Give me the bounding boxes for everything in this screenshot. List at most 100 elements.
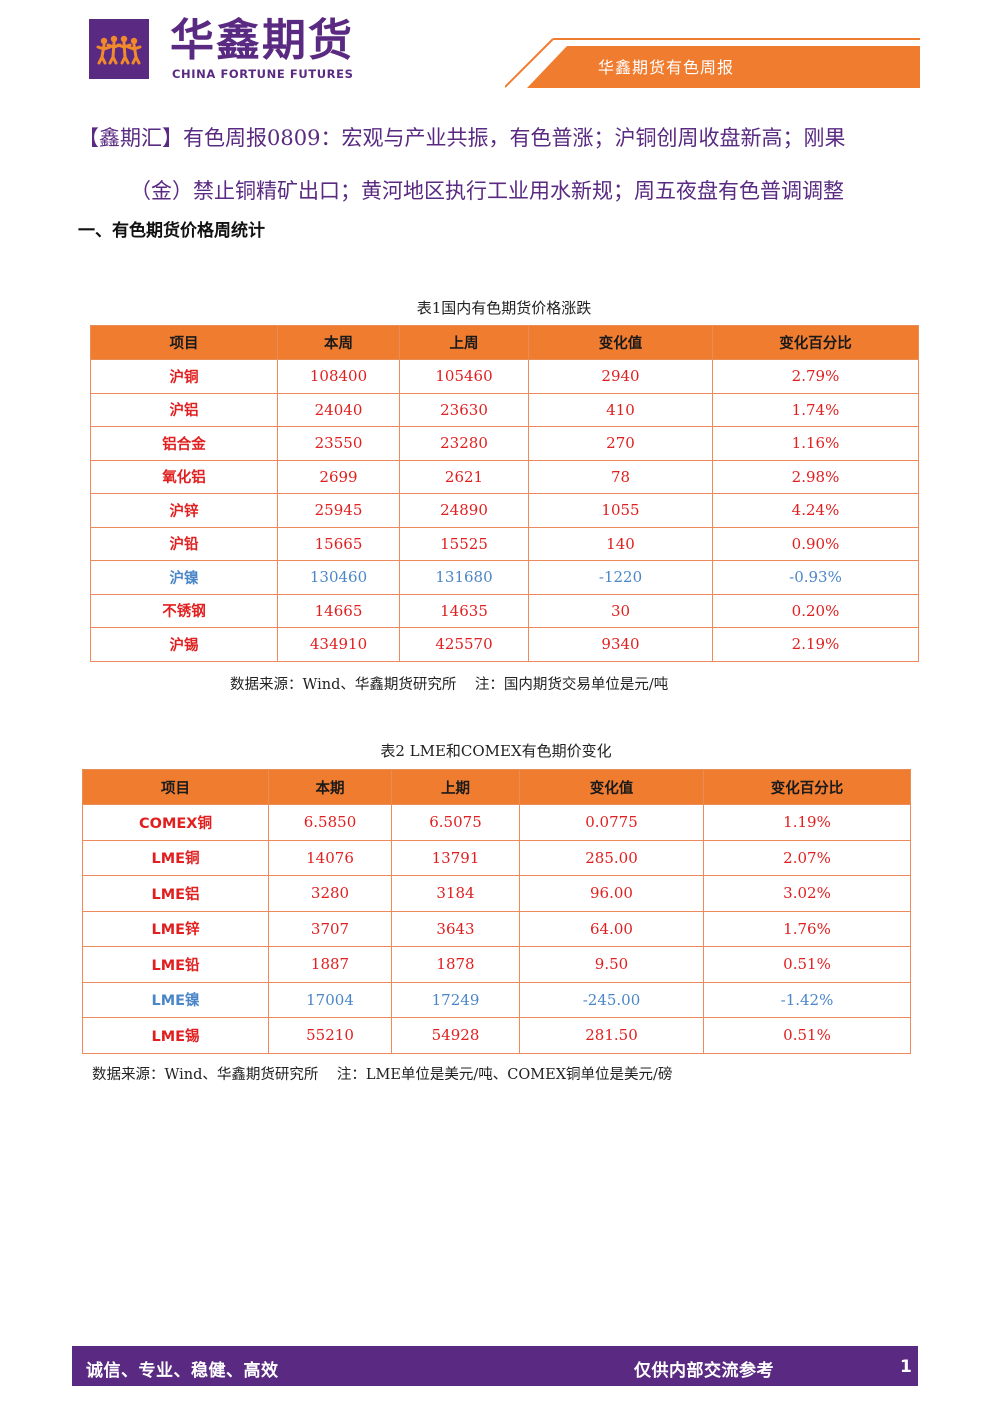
cell-chg: 64.00 bbox=[519, 910, 704, 947]
cell-cur: 3707 bbox=[268, 910, 392, 947]
cell-chg: 1055 bbox=[528, 493, 713, 528]
domestic-futures-table: 项目 本周 上周 变化值 变化百分比 沪铜 108400 105460 2940 2.79% 沪铝… bbox=[90, 325, 919, 662]
report-series-title: 华鑫期货有色周报 bbox=[598, 58, 735, 77]
cell-cur: 6.5850 bbox=[268, 804, 392, 841]
cell-prev: 3184 bbox=[391, 875, 520, 912]
cell-pct: -0.93% bbox=[712, 560, 919, 595]
cell-cur: 14665 bbox=[277, 593, 400, 628]
cell-pct: 0.90% bbox=[712, 526, 919, 561]
cell-prev: 2621 bbox=[399, 459, 529, 494]
section-title: 一、有色期货价格周统计 bbox=[78, 221, 265, 241]
row-label: COMEX铜 bbox=[82, 804, 269, 841]
row-label: LME铝 bbox=[82, 875, 269, 912]
brand-name-en: CHINA FORTUNE FUTURES bbox=[172, 67, 354, 81]
table-row: 沪锌 25945 24890 1055 4.24% bbox=[90, 493, 919, 528]
cell-pct: 1.76% bbox=[703, 910, 911, 947]
row-label: 铝合金 bbox=[90, 426, 278, 461]
column-header: 变化值 bbox=[528, 325, 713, 360]
table-row: LME镍 17004 17249 -245.00 -1.42% bbox=[82, 981, 911, 1018]
headline-line-2: （金）禁止铜精矿出口；黄河地区执行工业用水新规；周五夜盘有色普调调整 bbox=[130, 179, 844, 203]
cell-prev: 131680 bbox=[399, 560, 529, 595]
row-label: LME铜 bbox=[82, 839, 269, 876]
column-header: 项目 bbox=[82, 769, 269, 805]
cell-prev: 6.5075 bbox=[391, 804, 520, 841]
cell-prev: 14635 bbox=[399, 593, 529, 628]
column-header: 项目 bbox=[90, 325, 278, 360]
cell-chg: 96.00 bbox=[519, 875, 704, 912]
cell-prev: 105460 bbox=[399, 359, 529, 394]
column-header: 变化百分比 bbox=[703, 769, 911, 805]
table-row: LME锌 3707 3643 64.00 1.76% bbox=[82, 910, 911, 947]
headline-line-1: 【鑫期汇】有色周报0809：宏观与产业共振，有色普涨；沪铜创周收盘新高；刚果 bbox=[78, 126, 846, 150]
cell-cur: 130460 bbox=[277, 560, 400, 595]
column-header: 变化值 bbox=[519, 769, 704, 805]
cell-pct: 2.19% bbox=[712, 627, 919, 662]
table-row: 氧化铝 2699 2621 78 2.98% bbox=[90, 459, 919, 494]
table-header-row: 项目 本期 上期 变化值 变化百分比 bbox=[82, 769, 911, 805]
table1-source-note: 数据来源：Wind、华鑫期货研究所 注：国内期货交易单位是元/吨 bbox=[230, 677, 669, 693]
table-row: LME铝 3280 3184 96.00 3.02% bbox=[82, 875, 911, 912]
cell-cur: 3280 bbox=[268, 875, 392, 912]
cell-pct: 4.24% bbox=[712, 493, 919, 528]
cell-pct: 1.74% bbox=[712, 392, 919, 427]
table1-caption: 表1国内有色期货价格涨跌 bbox=[416, 299, 592, 317]
cell-pct: 2.98% bbox=[712, 459, 919, 494]
row-label: LME镍 bbox=[82, 981, 269, 1018]
cell-prev: 23280 bbox=[399, 426, 529, 461]
cell-chg: 9340 bbox=[528, 627, 713, 662]
row-label: 沪锡 bbox=[90, 627, 278, 662]
table-row: 沪镍 130460 131680 -1220 -0.93% bbox=[90, 560, 919, 595]
cell-chg: 9.50 bbox=[519, 946, 704, 983]
table-header-row: 项目 本周 上周 变化值 变化百分比 bbox=[90, 325, 919, 360]
cell-chg: 410 bbox=[528, 392, 713, 427]
header-band bbox=[505, 36, 920, 90]
row-label: 沪铝 bbox=[90, 392, 278, 427]
cell-chg: 78 bbox=[528, 459, 713, 494]
company-logo bbox=[89, 19, 149, 79]
cell-chg: 2940 bbox=[528, 359, 713, 394]
cell-prev: 23630 bbox=[399, 392, 529, 427]
cell-cur: 2699 bbox=[277, 459, 400, 494]
table2-source-note: 数据来源：Wind、华鑫期货研究所 注：LME单位是美元/吨、COMEX铜单位是… bbox=[92, 1067, 673, 1083]
row-label: 沪铜 bbox=[90, 359, 278, 394]
table-row: 沪铜 108400 105460 2940 2.79% bbox=[90, 359, 919, 394]
table-row: 不锈钢 14665 14635 30 0.20% bbox=[90, 593, 919, 628]
row-label: 沪铅 bbox=[90, 526, 278, 561]
cell-cur: 434910 bbox=[277, 627, 400, 662]
cell-pct: 3.02% bbox=[703, 875, 911, 912]
row-label: 不锈钢 bbox=[90, 593, 278, 628]
cell-pct: 0.51% bbox=[703, 1017, 911, 1054]
cell-chg: 0.0775 bbox=[519, 804, 704, 841]
table-row: 沪铝 24040 23630 410 1.74% bbox=[90, 392, 919, 427]
row-label: 沪锌 bbox=[90, 493, 278, 528]
cell-pct: 2.79% bbox=[712, 359, 919, 394]
row-label: 氧化铝 bbox=[90, 459, 278, 494]
column-header: 上期 bbox=[391, 769, 520, 805]
cell-pct: -1.42% bbox=[703, 981, 911, 1018]
brand-name-cn: 华鑫期货 bbox=[170, 15, 354, 66]
cell-cur: 25945 bbox=[277, 493, 400, 528]
table-row: COMEX铜 6.5850 6.5075 0.0775 1.19% bbox=[82, 804, 911, 841]
cell-chg: 30 bbox=[528, 593, 713, 628]
table-row: LME锡 55210 54928 281.50 0.51% bbox=[82, 1017, 911, 1054]
cell-prev: 13791 bbox=[391, 839, 520, 876]
column-header: 变化百分比 bbox=[712, 325, 919, 360]
cell-cur: 108400 bbox=[277, 359, 400, 394]
cell-chg: -245.00 bbox=[519, 981, 704, 1018]
column-header: 本周 bbox=[277, 325, 400, 360]
cell-cur: 1887 bbox=[268, 946, 392, 983]
cell-pct: 0.20% bbox=[712, 593, 919, 628]
page-number: 1 bbox=[900, 1357, 912, 1377]
cell-pct: 0.51% bbox=[703, 946, 911, 983]
logo-figures-icon bbox=[96, 35, 142, 65]
table-row: 沪铅 15665 15525 140 0.90% bbox=[90, 526, 919, 561]
row-label: 沪镍 bbox=[90, 560, 278, 595]
row-label: LME锡 bbox=[82, 1017, 269, 1054]
cell-prev: 17249 bbox=[391, 981, 520, 1018]
cell-chg: 140 bbox=[528, 526, 713, 561]
cell-chg: -1220 bbox=[528, 560, 713, 595]
cell-cur: 24040 bbox=[277, 392, 400, 427]
cell-pct: 1.16% bbox=[712, 426, 919, 461]
cell-chg: 281.50 bbox=[519, 1017, 704, 1054]
table-row: LME铜 14076 13791 285.00 2.07% bbox=[82, 839, 911, 876]
